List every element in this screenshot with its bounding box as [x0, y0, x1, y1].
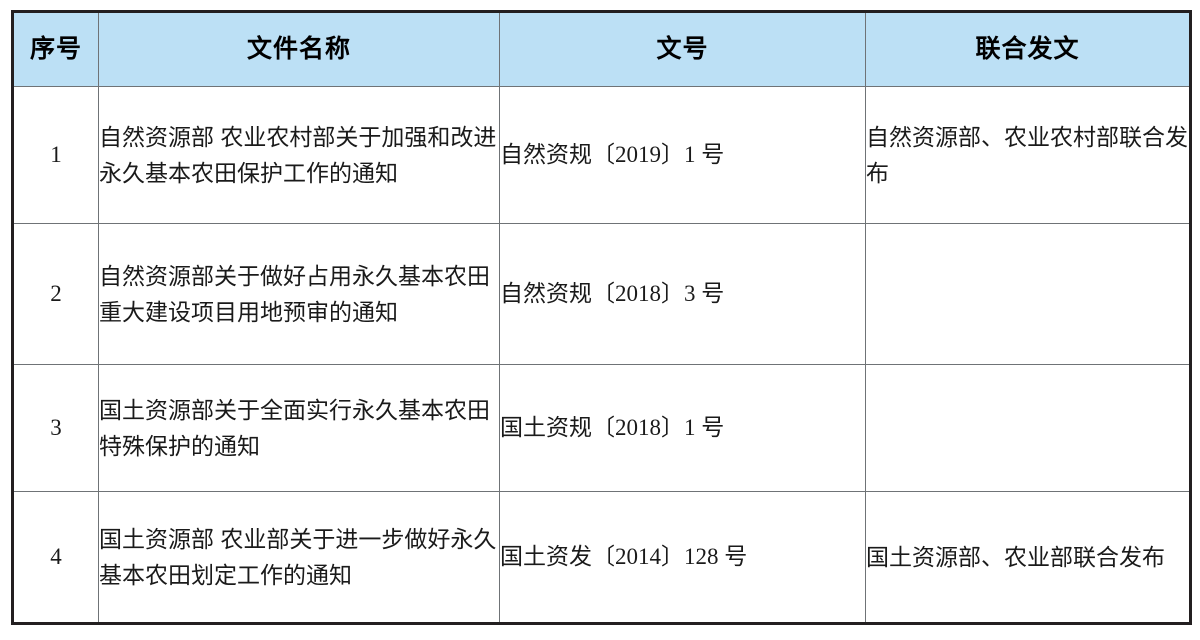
- cell-document-number: 国土资规〔2018〕1 号: [499, 364, 866, 492]
- table-row: 3 国土资源部关于全面实行永久基本农田特殊保护的通知 国土资规〔2018〕1 号: [12, 364, 1191, 492]
- table-body: 1 自然资源部 农业农村部关于加强和改进永久基本农田保护工作的通知 自然资规〔2…: [12, 86, 1191, 624]
- cell-document-number: 自然资规〔2018〕3 号: [499, 223, 866, 365]
- table-header-row: 序号 文件名称 文号 联合发文: [12, 11, 1191, 87]
- column-header-joint: 联合发文: [865, 11, 1191, 87]
- document-table-container: 序号 文件名称 文号 联合发文 1 自然资源部 农业农村部关于加强和改进永久基本…: [11, 10, 1192, 625]
- cell-joint-issuer: [865, 223, 1191, 365]
- cell-document-name-text: 国土资源部 农业部关于进一步做好永久基本农田划定工作的通知: [99, 525, 497, 588]
- table-row: 1 自然资源部 农业农村部关于加强和改进永久基本农田保护工作的通知 自然资规〔2…: [12, 86, 1191, 224]
- column-header-name: 文件名称: [98, 11, 500, 87]
- column-header-joint-label: 联合发文: [975, 34, 1080, 63]
- cell-joint-issuer: 国土资源部、农业部联合发布: [865, 491, 1191, 624]
- policy-document-table: 序号 文件名称 文号 联合发文 1 自然资源部 农业农村部关于加强和改进永久基本…: [11, 10, 1192, 625]
- cell-joint-issuer: 自然资源部、农业农村部联合发布: [865, 86, 1191, 224]
- cell-index: 4: [12, 491, 99, 624]
- cell-document-name: 自然资源部 农业农村部关于加强和改进永久基本农田保护工作的通知: [98, 86, 500, 224]
- cell-document-name-text: 自然资源部关于做好占用永久基本农田重大建设项目用地预审的通知: [99, 262, 490, 325]
- cell-document-name: 国土资源部 农业部关于进一步做好永久基本农田划定工作的通知: [98, 491, 500, 624]
- cell-joint-issuer-text: 国土资源部、农业部联合发布: [866, 543, 1165, 570]
- cell-joint-issuer-text: 自然资源部、农业农村部联合发布: [866, 123, 1188, 186]
- table-header: 序号 文件名称 文号 联合发文: [12, 11, 1191, 87]
- cell-index: 1: [12, 86, 99, 224]
- cell-joint-issuer: [865, 364, 1191, 492]
- column-header-index-label: 序号: [29, 34, 82, 63]
- cell-document-name: 自然资源部关于做好占用永久基本农田重大建设项目用地预审的通知: [98, 223, 500, 365]
- column-header-name-label: 文件名称: [246, 34, 351, 63]
- cell-document-number: 自然资规〔2019〕1 号: [499, 86, 866, 224]
- column-header-index: 序号: [12, 11, 99, 87]
- cell-document-number: 国土资发〔2014〕128 号: [499, 491, 866, 624]
- cell-index: 2: [12, 223, 99, 365]
- table-row: 2 自然资源部关于做好占用永久基本农田重大建设项目用地预审的通知 自然资规〔20…: [12, 223, 1191, 365]
- cell-index: 3: [12, 364, 99, 492]
- column-header-docno: 文号: [499, 11, 866, 87]
- column-header-docno-label: 文号: [656, 34, 709, 63]
- cell-document-name-text: 自然资源部 农业农村部关于加强和改进永久基本农田保护工作的通知: [99, 123, 497, 186]
- cell-document-name: 国土资源部关于全面实行永久基本农田特殊保护的通知: [98, 364, 500, 492]
- cell-document-name-text: 国土资源部关于全面实行永久基本农田特殊保护的通知: [99, 396, 490, 459]
- table-row: 4 国土资源部 农业部关于进一步做好永久基本农田划定工作的通知 国土资发〔201…: [12, 491, 1191, 624]
